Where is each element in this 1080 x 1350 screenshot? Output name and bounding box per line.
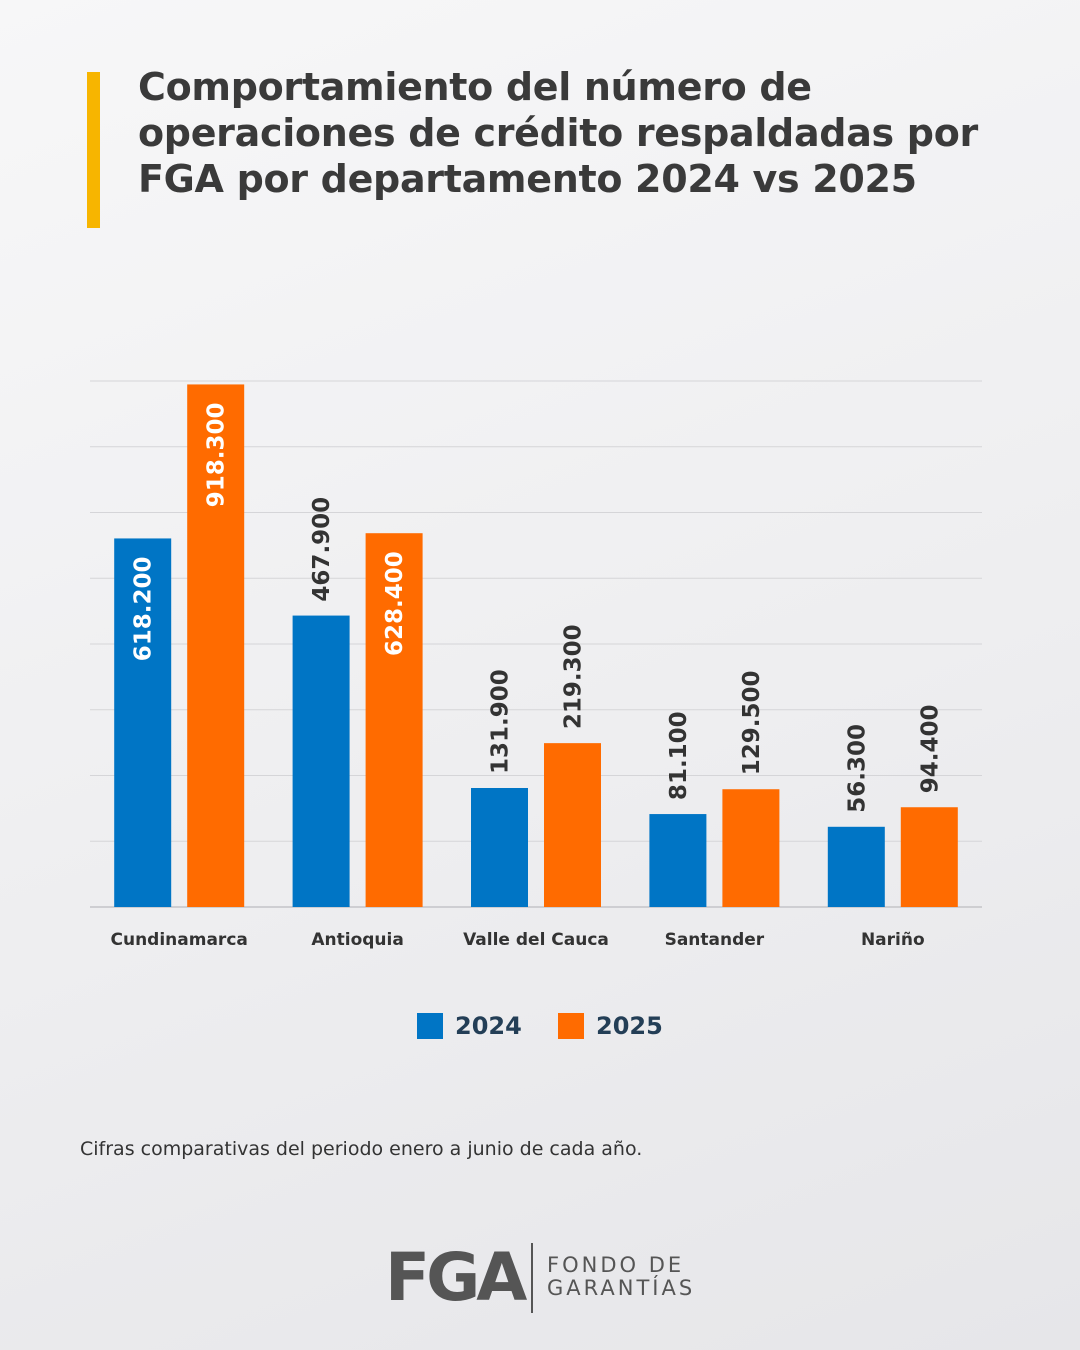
bar-2025: [544, 743, 601, 907]
legend-item-2024: 2024: [417, 1012, 522, 1040]
title-line-3: FGA por departamento 2024 vs 2025: [138, 157, 917, 201]
logo-text-line-2: GARANTÍAS: [547, 1276, 696, 1300]
category-label: Cundinamarca: [111, 930, 248, 950]
data-label-2024: 81.100: [666, 711, 692, 800]
footnote: Cifras comparativas del periodo enero a …: [80, 1138, 643, 1160]
legend: 2024 2025: [0, 1012, 1080, 1048]
data-label-2024: 131.900: [488, 669, 514, 774]
legend-label-2024: 2024: [455, 1012, 522, 1040]
bar-chart: 618.200 918.300 Cundinamarca 467.900 628.400…: [90, 380, 982, 950]
logo-mark: FGA: [385, 1239, 527, 1316]
title-line-2: operaciones de crédito respaldadas por: [138, 111, 978, 155]
bar-2025: [365, 533, 423, 907]
bar-2025: [187, 384, 245, 907]
data-label-2024: 56.300: [844, 724, 870, 813]
title-accent-bar: [87, 72, 100, 228]
chart-title: Comportamiento del número de operaciones…: [138, 64, 1018, 202]
bar-2024: [114, 538, 172, 907]
data-label-2024: 467.900: [309, 497, 335, 602]
logo-text: FONDO DE GARANTÍAS: [547, 1254, 695, 1300]
bar-2024: [649, 814, 707, 907]
category-label: Nariño: [861, 930, 925, 950]
data-label-2025: 129.500: [739, 670, 765, 775]
category-label: Valle del Cauca: [463, 930, 609, 950]
logo-divider: [531, 1243, 533, 1313]
category-label: Antioquia: [311, 930, 403, 950]
title-line-1: Comportamiento del número de: [138, 65, 812, 109]
bar-2024: [292, 615, 350, 907]
legend-label-2025: 2025: [596, 1012, 663, 1040]
data-label-2025: 219.300: [561, 624, 587, 729]
data-label-2024: 618.200: [131, 556, 157, 661]
legend-swatch-2025: [558, 1013, 584, 1039]
logo-text-line-1: FONDO DE: [547, 1253, 685, 1277]
category-label: Santander: [665, 930, 765, 950]
legend-item-2025: 2025: [558, 1012, 663, 1040]
bar-2024: [827, 826, 885, 907]
bar-2024: [471, 787, 528, 907]
bar-2025: [722, 789, 780, 907]
data-label-2025: 628.400: [382, 551, 408, 656]
bar-2025: [900, 807, 958, 907]
data-label-2025: 918.300: [204, 402, 230, 507]
fga-logo: FGA FONDO DE GARANTÍAS: [385, 1243, 715, 1313]
data-label-2025: 94.400: [917, 704, 943, 793]
legend-swatch-2024: [417, 1013, 443, 1039]
